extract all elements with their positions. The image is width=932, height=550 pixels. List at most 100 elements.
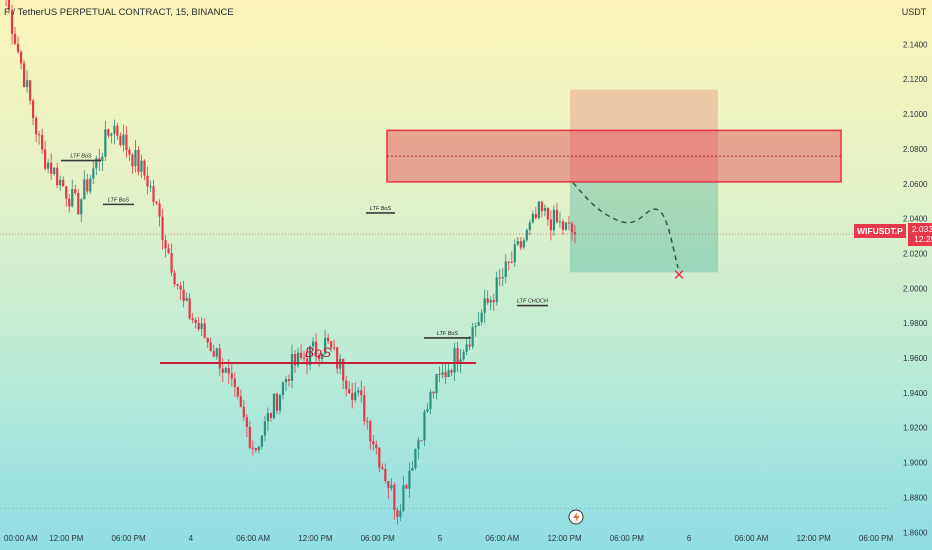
candle-body xyxy=(263,421,267,436)
candle-body xyxy=(471,327,474,347)
candle-body xyxy=(206,337,209,343)
candle-body xyxy=(540,201,543,212)
candle-body xyxy=(324,337,327,354)
candle-body xyxy=(543,207,546,212)
y-tick-label: 1.9600 xyxy=(903,354,928,363)
candle-body xyxy=(462,351,465,360)
candle-body xyxy=(537,201,540,219)
y-tick-label: 1.8800 xyxy=(903,493,928,502)
candle-body xyxy=(483,298,486,313)
candle-body xyxy=(474,325,477,328)
candle-body xyxy=(164,239,167,249)
candle-body xyxy=(348,389,351,394)
candle-body xyxy=(411,467,414,471)
candle-body xyxy=(534,214,537,219)
candle-body xyxy=(330,341,333,348)
candle-body xyxy=(375,444,378,449)
candle-body xyxy=(429,391,432,410)
y-tick-label: 1.8600 xyxy=(903,528,928,537)
candle-body xyxy=(369,421,372,442)
take-profit-area[interactable] xyxy=(570,181,718,273)
candle-body xyxy=(62,179,65,187)
candle-body xyxy=(402,485,405,511)
candle-body xyxy=(351,393,354,400)
candle-body xyxy=(414,448,417,468)
currency-unit[interactable]: USDT xyxy=(901,7,927,17)
candle-body xyxy=(47,162,50,169)
candle-body xyxy=(218,348,221,369)
candle-body xyxy=(19,51,23,64)
candle-body xyxy=(80,199,83,215)
candle-body xyxy=(453,348,456,373)
candle-body xyxy=(549,219,553,231)
candle-body xyxy=(248,426,251,448)
candle-body xyxy=(468,344,471,347)
candle-body xyxy=(131,154,134,167)
x-tick-label: 06:00 PM xyxy=(111,534,146,543)
candle-body xyxy=(230,373,233,379)
candle-body xyxy=(278,394,282,411)
x-tick-label: 06:00 AM xyxy=(735,534,769,543)
candle-body xyxy=(31,100,35,119)
candle-body xyxy=(245,417,248,427)
candle-body xyxy=(65,186,68,199)
candle-body xyxy=(74,189,77,193)
candle-body xyxy=(311,341,315,347)
candle-body xyxy=(293,354,297,366)
projected-path: ✕ xyxy=(572,182,685,284)
candle-body xyxy=(119,135,122,146)
candle-body xyxy=(495,277,498,303)
candle-body xyxy=(290,354,294,381)
y-tick-label: 2.0200 xyxy=(903,249,928,258)
candle-body xyxy=(522,240,525,248)
candle-body xyxy=(378,448,381,468)
candle-body xyxy=(152,186,155,202)
candle-body xyxy=(161,216,164,240)
candle-body xyxy=(399,510,402,517)
candle-body xyxy=(426,409,429,412)
supply-zone-box[interactable] xyxy=(386,129,842,183)
candle-body xyxy=(555,209,559,223)
candle-body xyxy=(209,342,212,352)
candle-body xyxy=(456,348,459,364)
candle-body xyxy=(438,374,441,376)
candle-body xyxy=(336,347,339,369)
candle-body xyxy=(107,129,110,136)
candle-body xyxy=(447,370,450,377)
candle-body xyxy=(110,133,113,136)
candle-body xyxy=(212,351,215,357)
short-position[interactable] xyxy=(570,89,718,273)
y-tick-label: 2.0400 xyxy=(903,215,928,224)
candle-body xyxy=(137,149,140,172)
candle-body xyxy=(546,207,550,220)
candle-body xyxy=(155,201,158,204)
candle-body xyxy=(321,353,324,360)
candle-body xyxy=(122,134,125,146)
candle-body xyxy=(450,370,453,373)
candle-body xyxy=(333,347,336,349)
candle-body xyxy=(498,277,501,279)
lightning-icon[interactable] xyxy=(568,509,584,525)
candle-body xyxy=(444,372,447,377)
candle-body xyxy=(56,167,59,186)
candle-body xyxy=(492,299,495,303)
candle-body xyxy=(305,358,309,366)
ticker-label: WIFUSDT.P xyxy=(854,224,906,238)
candle-body xyxy=(7,0,11,10)
candle-body xyxy=(158,203,161,217)
candle-body xyxy=(420,440,423,442)
stop-loss-area[interactable] xyxy=(570,89,718,182)
x-tick-label: 06:00 AM xyxy=(485,534,519,543)
candle-body xyxy=(296,352,300,366)
candle-body xyxy=(459,359,462,364)
supply-zone[interactable] xyxy=(386,129,842,183)
candle-body xyxy=(71,189,74,207)
candle-body xyxy=(272,393,276,418)
x-tick-label: 12:00 PM xyxy=(547,534,582,543)
chart-title: F / TetherUS PERPETUAL CONTRACT, 15, BIN… xyxy=(4,7,234,18)
x-tick-label: 12:00 PM xyxy=(298,534,333,543)
candle-body xyxy=(25,80,29,88)
ltf-label: LTF BoS xyxy=(70,154,92,160)
